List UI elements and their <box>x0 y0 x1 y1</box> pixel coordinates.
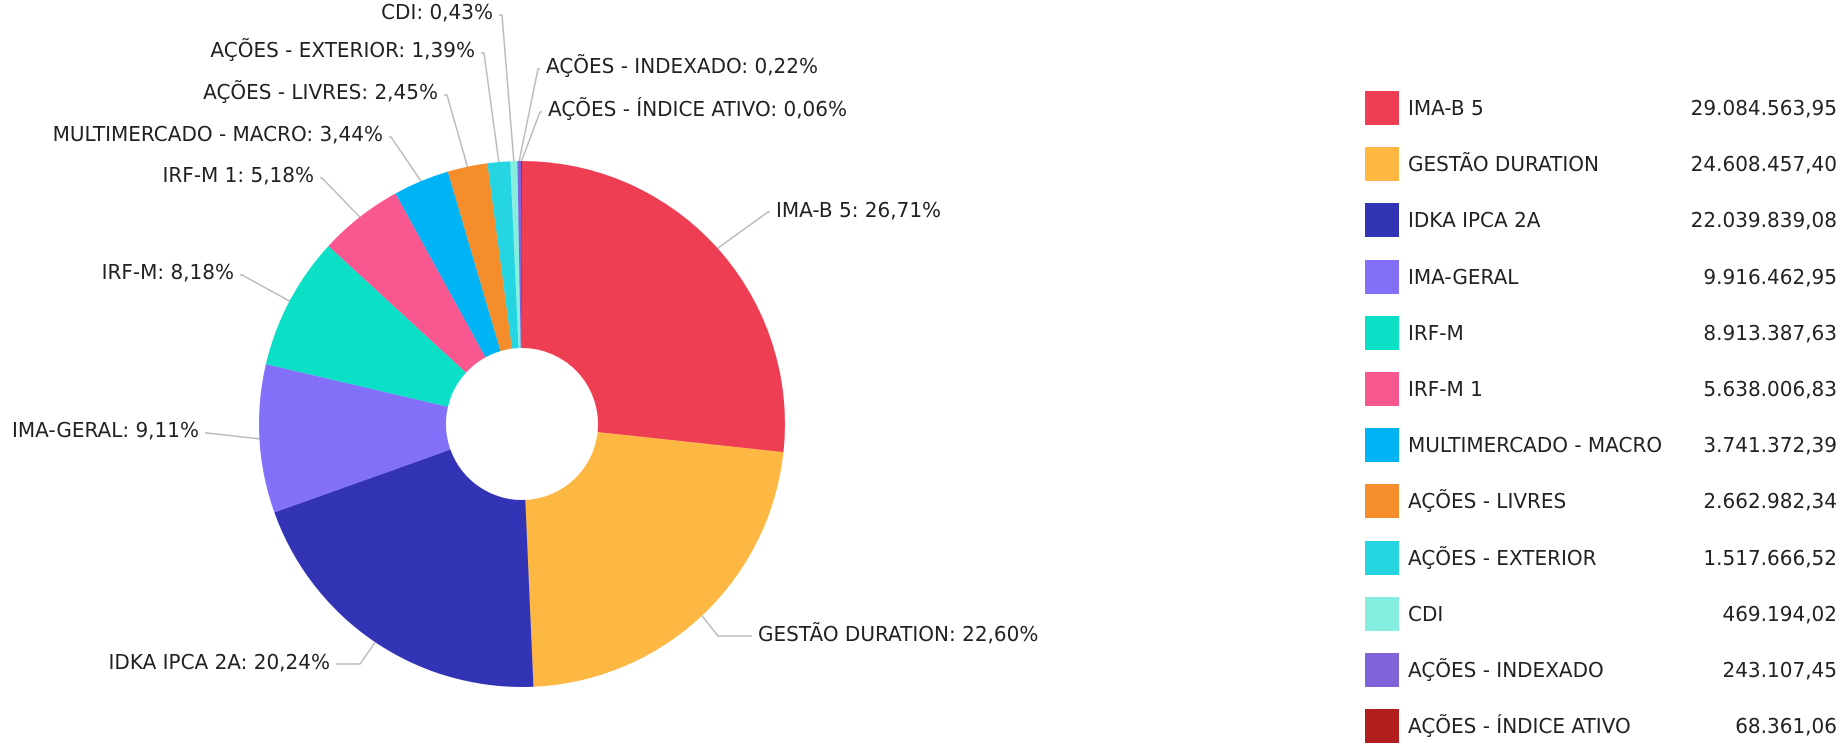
legend-item[interactable]: IMA-B 5 29.084.563,95 <box>1365 90 1841 126</box>
slice-label: IRF-M: 8,18% <box>102 260 234 284</box>
legend-label: IDKA IPCA 2A <box>1408 208 1541 233</box>
legend-value: 3.741.372,39 <box>1703 433 1837 458</box>
slice-leader-line <box>518 68 540 162</box>
legend-item[interactable]: MULTIMERCADO - MACRO 3.741.372,39 <box>1365 427 1841 463</box>
slice-label: AÇÕES - ÍNDICE ATIVO: 0,06% <box>548 97 847 121</box>
pie-slice[interactable] <box>522 161 785 453</box>
slice-leader-line <box>205 432 260 440</box>
legend-item[interactable]: GESTÃO DURATION 24.608.457,40 <box>1365 146 1841 182</box>
slice-leader-line <box>499 14 515 162</box>
legend-value: 2.662.982,34 <box>1703 489 1837 514</box>
legend-swatch <box>1365 709 1399 744</box>
pie-slice[interactable] <box>517 161 522 349</box>
legend-swatch <box>1365 653 1399 687</box>
legend-item[interactable]: AÇÕES - LIVRES 2.662.982,34 <box>1365 483 1841 519</box>
slice-leader-line <box>701 615 752 637</box>
slice-label: IRF-M 1: 5,18% <box>163 163 314 187</box>
chart-leader-lines <box>205 14 770 665</box>
legend-item[interactable]: CDI 469.194,02 <box>1365 596 1841 632</box>
slice-label: CDI: 0,43% <box>381 0 493 24</box>
legend-value: 24.608.457,40 <box>1690 152 1837 177</box>
legend-item[interactable]: IMA-GERAL 9.916.462,95 <box>1365 259 1841 295</box>
legend-swatch <box>1365 428 1399 463</box>
legend-label: GESTÃO DURATION <box>1408 152 1599 177</box>
legend-value: 9.916.462,95 <box>1703 264 1837 289</box>
legend-value: 1.517.666,52 <box>1703 545 1837 570</box>
pie-slice[interactable] <box>395 171 501 358</box>
legend-label: AÇÕES - LIVRES <box>1408 489 1567 514</box>
legend-item[interactable]: IDKA IPCA 2A 22.039.839,08 <box>1365 202 1841 238</box>
pie-slice[interactable] <box>487 161 519 349</box>
legend-value: 243.107,45 <box>1722 658 1837 682</box>
slice-leader-line <box>444 94 469 167</box>
slice-label: GESTÃO DURATION: 22,60% <box>758 622 1038 646</box>
legend-swatch <box>1365 203 1399 238</box>
legend-item[interactable]: AÇÕES - ÍNDICE ATIVO 68.361,06 <box>1365 708 1841 744</box>
pie-slice[interactable] <box>525 432 784 687</box>
pie-slice[interactable] <box>510 161 521 349</box>
legend-label: CDI <box>1408 601 1444 626</box>
legend-label: MULTIMERCADO - MACRO <box>1408 433 1663 458</box>
legend-swatch <box>1365 372 1399 406</box>
slice-label: IMA-B 5: 26,71% <box>776 198 941 222</box>
legend-label: IRF-M 1 <box>1408 377 1483 401</box>
legend-swatch <box>1365 540 1399 575</box>
slice-leader-line <box>240 274 290 302</box>
legend-item[interactable]: IRF-M 1 5.638.006,83 <box>1365 371 1841 407</box>
slice-label: AÇÕES - EXTERIOR: 1,39% <box>210 38 475 62</box>
legend-label: IRF-M <box>1408 320 1464 345</box>
legend-swatch <box>1365 147 1399 182</box>
slice-label: IDKA IPCA 2A: 20,24% <box>109 650 330 674</box>
legend-value: 29.084.563,95 <box>1690 96 1837 120</box>
chart-slice-labels: IMA-B 5: 26,71% GESTÃO DURATION: 22,60% ID… <box>12 0 1038 674</box>
legend-swatch <box>1365 315 1399 350</box>
pie-slice[interactable] <box>521 161 522 349</box>
legend-value: 469.194,02 <box>1722 601 1837 626</box>
legend-value: 68.361,06 <box>1735 714 1837 739</box>
legend-item[interactable]: AÇÕES - EXTERIOR 1.517.666,52 <box>1365 540 1841 576</box>
legend-item[interactable]: AÇÕES - INDEXADO 243.107,45 <box>1365 652 1841 688</box>
donut-chart: IMA-B 5: 26,71% GESTÃO DURATION: 22,60% ID… <box>12 0 1038 688</box>
slice-leader-line <box>520 111 542 162</box>
legend-swatch <box>1365 259 1399 294</box>
slice-label: MULTIMERCADO - MACRO: 3,44% <box>53 122 383 146</box>
slice-leader-line <box>320 177 361 218</box>
pie-slice[interactable] <box>274 449 534 688</box>
pie-slice[interactable] <box>259 364 451 513</box>
slice-label: AÇÕES - LIVRES: 2,45% <box>203 80 438 104</box>
legend-swatch <box>1365 91 1399 125</box>
slice-label: IMA-GERAL: 9,11% <box>12 418 199 442</box>
legend-value: 22.039.839,08 <box>1690 208 1837 233</box>
slice-leader-line <box>336 641 376 665</box>
legend-swatch <box>1365 484 1399 519</box>
chart-slices <box>259 161 785 688</box>
legend-item[interactable]: IRF-M 8.913.387,63 <box>1365 315 1841 351</box>
slice-leader-line <box>717 211 770 249</box>
legend-swatch <box>1365 596 1399 631</box>
slice-leader-line <box>389 136 422 182</box>
legend-label: AÇÕES - ÍNDICE ATIVO <box>1408 714 1631 739</box>
legend-label: IMA-GERAL <box>1408 264 1519 289</box>
legend-value: 5.638.006,83 <box>1703 377 1837 401</box>
pie-slice[interactable] <box>328 193 486 373</box>
pie-slice[interactable] <box>265 246 467 407</box>
slice-label: AÇÕES - INDEXADO: 0,22% <box>546 54 818 78</box>
legend-label: AÇÕES - INDEXADO <box>1408 658 1604 682</box>
legend-label: IMA-B 5 <box>1408 96 1484 120</box>
slice-leader-line <box>481 52 500 163</box>
pie-slice[interactable] <box>447 163 513 352</box>
legend-label: AÇÕES - EXTERIOR <box>1408 545 1597 570</box>
legend-value: 8.913.387,63 <box>1703 320 1837 345</box>
